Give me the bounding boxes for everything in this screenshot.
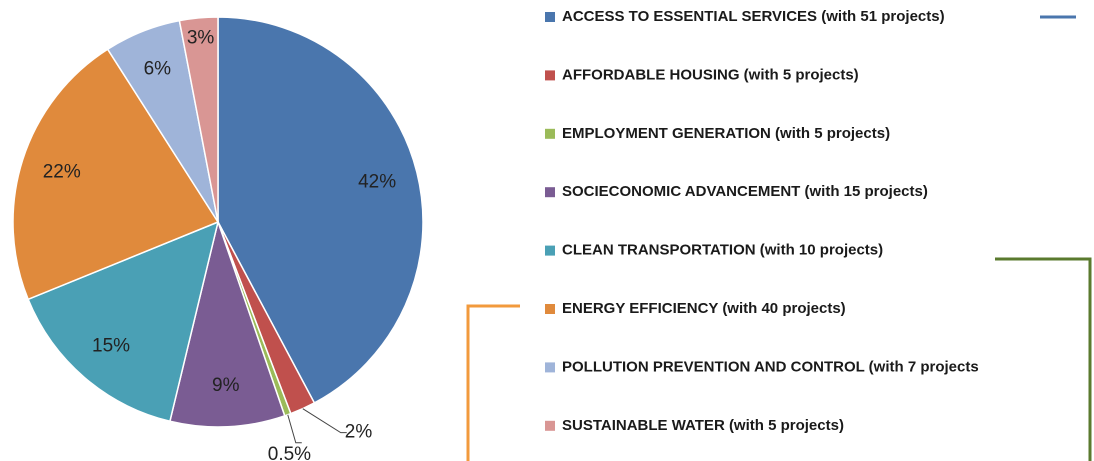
legend-label: ENERGY EFFICIENCY (with 40 projects) [562,300,846,317]
legend-swatch [545,362,555,373]
legend-label: CLEAN TRANSPORTATION (with 10 projects) [562,242,883,259]
leader-line [287,414,302,444]
decoration-line [466,304,520,461]
pie-slice [27,220,220,423]
legend-swatch [545,128,555,139]
pie-slice [12,48,220,301]
legend-swatch [545,245,555,256]
legend-label: ACCESS TO ESSENTIAL SERVICES (with 51 pr… [562,8,945,25]
legend-swatch [545,304,555,314]
data-label: 42% [358,171,396,192]
data-label: 15% [92,335,130,356]
data-label: 2% [345,422,373,443]
legend-label: EMPLOYMENT GENERATION (with 5 projects) [562,125,890,142]
data-label: 3% [187,27,215,48]
pie-slice [178,16,219,223]
data-label: 0.5% [268,444,311,461]
data-label: 22% [43,161,81,182]
leader-line [302,408,347,434]
pie-slice [169,219,286,428]
data-label: 9% [212,375,240,396]
legend-label: SUSTAINABLE WATER (with 5 projects) [562,417,844,434]
legend-swatch [545,70,555,81]
legend-swatch [545,12,555,22]
legend-label: SOCIECONOMIC ADVANCEMENT (with 15 projec… [562,183,928,200]
pie-slice [217,16,424,404]
legend-swatch [545,187,555,198]
legend-swatch [545,420,555,431]
legend-label: POLLUTION PREVENTION AND CONTROL (with 7… [562,358,979,375]
legend-label: AFFORDABLE HOUSING (with 5 projects) [562,66,859,83]
data-label: 6% [144,59,172,80]
decoration-line [995,257,1092,461]
